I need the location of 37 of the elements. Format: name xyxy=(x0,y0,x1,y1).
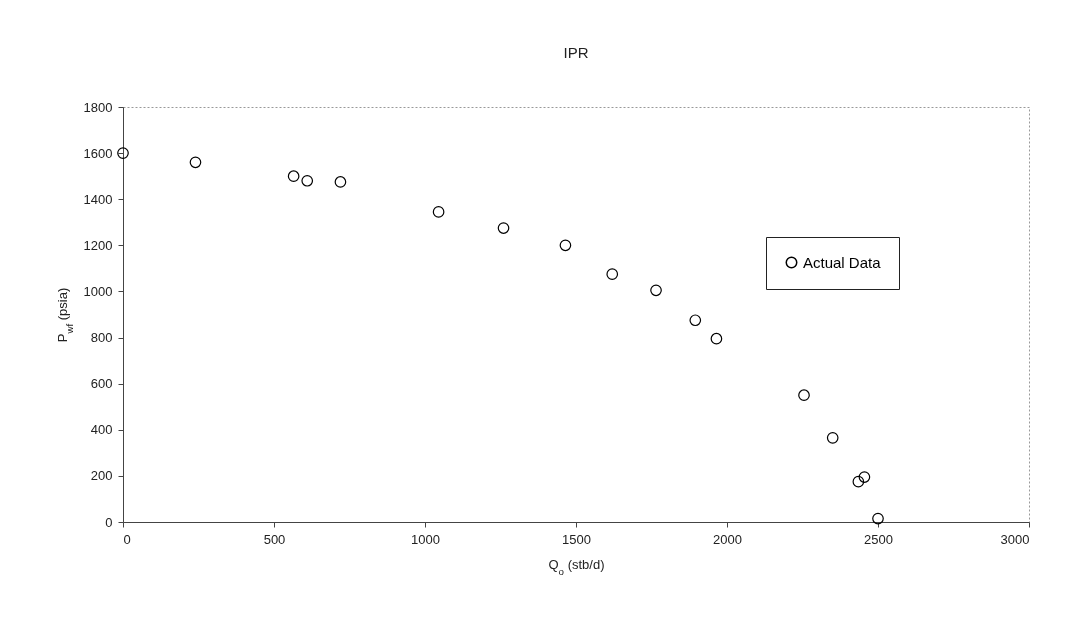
x-axis-title: Q$_{o}$ (stb/d) xyxy=(548,556,605,576)
y-tick-label: 600 xyxy=(90,376,113,392)
chart-title: IPR xyxy=(563,44,589,61)
point xyxy=(287,170,300,182)
point xyxy=(710,332,723,345)
y-tick-label: 1400 xyxy=(83,191,113,207)
y-tick-label: 1200 xyxy=(83,237,113,253)
legend-label: Actual Data xyxy=(803,253,882,271)
point xyxy=(650,284,662,297)
point xyxy=(497,222,510,234)
point xyxy=(432,206,445,218)
y-tick-label: 800 xyxy=(90,330,113,346)
point xyxy=(826,432,839,444)
point xyxy=(559,239,572,252)
point xyxy=(117,147,129,159)
point xyxy=(689,314,702,327)
x-tick-label: 1000 xyxy=(411,531,440,547)
y-tick-label: 1800 xyxy=(83,99,113,115)
point xyxy=(334,176,347,188)
x-tick-label: 2000 xyxy=(713,531,742,547)
point xyxy=(798,389,810,402)
point xyxy=(858,471,871,483)
y-tick-label: 1600 xyxy=(83,145,113,161)
point xyxy=(852,475,865,488)
y-tick-label: 400 xyxy=(90,422,113,438)
x-tick-label: 3000 xyxy=(1000,531,1030,547)
x-tick-label: 0 xyxy=(123,531,131,547)
y-tick-label: 0 xyxy=(105,514,113,530)
x-tick-label: 1500 xyxy=(562,531,591,547)
point xyxy=(606,268,619,280)
point xyxy=(872,512,884,525)
y-tick-label: 200 xyxy=(90,468,113,484)
y-tick-label: 1000 xyxy=(83,283,113,299)
point xyxy=(189,156,202,169)
point xyxy=(301,174,314,187)
x-tick-label: 500 xyxy=(263,531,286,547)
x-tick-label: 2500 xyxy=(864,531,893,547)
